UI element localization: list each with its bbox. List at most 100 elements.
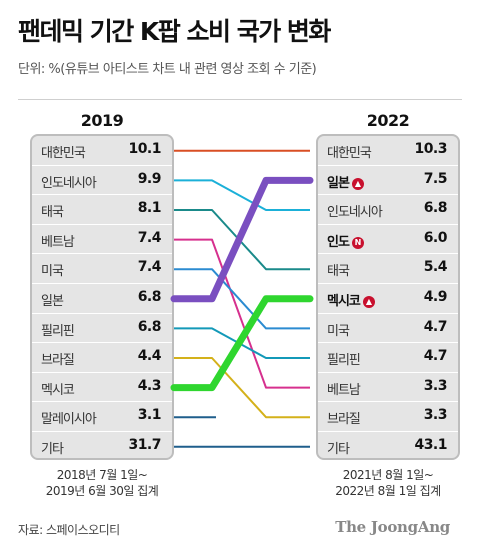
share-value: 4.4	[137, 348, 162, 365]
country-label: 인도네시아	[327, 201, 383, 221]
country-name: 미국	[41, 264, 64, 280]
left-row: 브라질 4.4	[32, 343, 172, 373]
share-value: 4.3	[137, 377, 162, 394]
country-label: 대한민국	[327, 142, 372, 161]
flow-line-인도네시아	[174, 179, 310, 211]
country-name: 말레이시아	[41, 412, 97, 428]
left-row: 일본 6.8	[32, 284, 172, 314]
country-name: 태국	[41, 205, 64, 221]
share-value: 43.1	[414, 437, 447, 453]
country-label: 말레이시아	[41, 408, 97, 428]
unit-note: 단위: %(유튜브 아티스트 차트 내 관련 영상 조회 수 기준)	[18, 62, 317, 77]
left-row: 말레이시아 3.1	[32, 402, 172, 432]
right-row: 기타 43.1	[318, 432, 458, 462]
right-row: 인도 N 6.0	[318, 225, 458, 255]
right-row: 필리핀 4.7	[318, 343, 458, 373]
country-label: 기타	[41, 438, 64, 457]
flow-line-일본	[170, 176, 314, 303]
share-value: 5.4	[423, 259, 448, 276]
country-name: 기타	[41, 442, 64, 457]
share-value: 10.3	[414, 141, 447, 157]
panel-2022: 대한민국 10.3 일본 ▲ 7.5 인도네시아 6.8 인도 N 6.0 태국 5.4 멕시코 ▲ 4.9…	[316, 134, 460, 460]
flow-line-베트남	[174, 238, 310, 389]
share-value: 4.7	[423, 318, 448, 335]
flow-line-미국	[174, 268, 310, 330]
country-label: 미국	[41, 260, 64, 280]
right-row: 대한민국 10.3	[318, 136, 458, 166]
country-label: 브라질	[41, 349, 75, 369]
source-note: 자료: 스페이스오디티	[18, 523, 120, 537]
country-name: 멕시코	[327, 294, 361, 309]
country-name: 필리핀	[327, 353, 361, 369]
share-value: 4.9	[423, 289, 448, 305]
right-row: 일본 ▲ 7.5	[318, 166, 458, 196]
left-row: 대한민국 10.1	[32, 136, 172, 166]
country-label: 베트남	[41, 231, 75, 250]
panel-2019: 대한민국 10.1 인도네시아 9.9 태국 8.1 베트남 7.4 미국 7.4 일본 6.8 필리핀…	[30, 134, 174, 460]
left-row: 태국 8.1	[32, 195, 172, 225]
country-label: 일본	[41, 290, 64, 309]
left-row: 베트남 7.4	[32, 225, 172, 255]
left-row: 멕시코 4.3	[32, 373, 172, 403]
country-label: 일본 ▲	[327, 172, 364, 191]
country-name: 멕시코	[41, 382, 75, 398]
right-row: 인도네시아 6.8	[318, 195, 458, 225]
share-value: 7.4	[137, 259, 162, 276]
country-name: 인도네시아	[327, 205, 383, 221]
share-value: 6.8	[137, 318, 162, 335]
share-value: 6.8	[423, 200, 448, 217]
left-row: 인도네시아 9.9	[32, 166, 172, 196]
right-row: 멕시코 ▲ 4.9	[318, 284, 458, 314]
country-label: 브라질	[327, 408, 361, 428]
country-name: 미국	[327, 323, 350, 339]
country-label: 태국	[327, 260, 350, 279]
flow-line-멕시코	[170, 295, 314, 392]
share-value: 31.7	[128, 437, 161, 453]
right-period-line1: 2021년 8월 1일~	[342, 468, 434, 482]
left-period-line1: 2018년 7월 1일~	[56, 468, 148, 482]
country-name: 브라질	[327, 412, 361, 428]
rank-up-badge-icon: ▲	[362, 296, 375, 308]
share-value: 6.8	[137, 289, 162, 305]
right-row: 태국 5.4	[318, 254, 458, 284]
right-row: 베트남 3.3	[318, 373, 458, 403]
country-label: 멕시코 ▲	[327, 290, 375, 309]
chart-title: 팬데믹 기간 K팝 소비 국가 변화	[18, 17, 331, 46]
left-period: 2018년 7월 1일~ 2019년 6월 30일 집계	[22, 467, 182, 499]
right-period: 2021년 8월 1일~ 2022년 8월 1일 집계	[308, 467, 468, 499]
country-name: 필리핀	[41, 323, 75, 339]
left-year: 2019	[80, 111, 124, 130]
share-value: 7.5	[423, 170, 448, 187]
left-row: 미국 7.4	[32, 254, 172, 284]
country-name: 일본	[41, 294, 64, 309]
country-name: 브라질	[41, 353, 75, 369]
left-row: 필리핀 6.8	[32, 314, 172, 344]
country-name: 일본	[327, 175, 350, 191]
share-value: 6.0	[423, 229, 448, 246]
country-label: 대한민국	[41, 142, 86, 161]
country-name: 인도네시아	[41, 175, 97, 191]
right-row: 브라질 3.3	[318, 402, 458, 432]
publisher-logo: The JoongAng	[335, 518, 450, 536]
country-label: 미국	[327, 320, 350, 339]
right-period-line2: 2022년 8월 1일 집계	[335, 484, 441, 498]
share-value: 3.3	[423, 407, 448, 424]
share-value: 3.1	[137, 407, 162, 424]
share-value: 7.4	[137, 229, 162, 246]
right-row: 미국 4.7	[318, 314, 458, 344]
left-row: 기타 31.7	[32, 432, 172, 462]
country-name: 베트남	[41, 234, 75, 250]
country-name: 인도	[327, 234, 350, 250]
left-period-line2: 2019년 6월 30일 집계	[45, 484, 159, 498]
share-value: 10.1	[128, 141, 161, 157]
new-entry-badge-icon: N	[351, 236, 364, 249]
share-value: 8.1	[137, 200, 162, 217]
country-label: 인도 N	[327, 231, 364, 250]
header-divider	[18, 99, 462, 100]
share-value: 4.7	[423, 348, 448, 365]
share-value: 9.9	[137, 170, 162, 187]
country-label: 필리핀	[41, 320, 75, 339]
flow-line-브라질	[174, 357, 310, 419]
country-label: 베트남	[327, 379, 361, 398]
